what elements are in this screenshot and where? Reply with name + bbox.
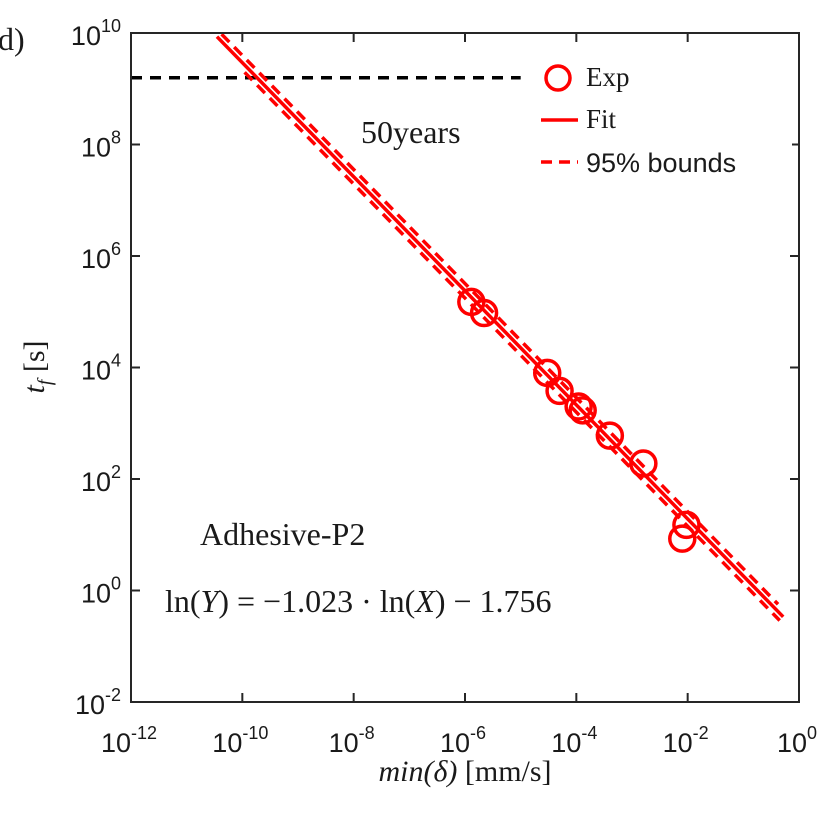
x-tick-exponent: -4 — [581, 723, 597, 743]
equation-part-2: ) = −1.023 · ln( — [218, 583, 415, 619]
legend-background — [536, 52, 792, 190]
exp-data-point — [469, 298, 499, 328]
x-tick-exponent: 0 — [807, 723, 817, 743]
x-tick-base: 10 — [440, 728, 470, 758]
x-tick-label: 10-10 — [212, 723, 268, 758]
y-tick-exponent: 8 — [111, 128, 121, 148]
x-axis-label-unit: [mm/s] — [457, 755, 551, 788]
y-tick-exponent: 4 — [111, 351, 121, 371]
tick-marks — [130, 32, 800, 703]
y-axis-label-main: t — [18, 385, 51, 394]
x-tick-label: 10-6 — [440, 723, 486, 758]
exp-data-point — [672, 510, 701, 540]
y-tick-label: 102 — [81, 462, 121, 497]
x-tick-exponent: -6 — [470, 723, 486, 743]
points-layer — [457, 287, 701, 553]
y-tick-base: 10 — [81, 579, 111, 609]
equation-part-1: ln( — [165, 583, 201, 619]
exp-data-point — [629, 449, 658, 478]
fifty-years-annotation: 50years — [361, 114, 461, 150]
y-axis-label-unit: [s] — [18, 340, 51, 379]
panel-label: d) — [0, 21, 25, 57]
x-tick-base: 10 — [551, 728, 581, 758]
y-tick-label: 1010 — [71, 16, 121, 51]
x-tick-label: 10-4 — [551, 723, 597, 758]
fit-line — [215, 35, 785, 619]
x-axis-label-accent: δ — [433, 755, 448, 788]
y-tick-label: 106 — [81, 239, 121, 274]
y-tick-label: 108 — [81, 128, 121, 163]
legend: Exp Fit 95% bounds — [536, 52, 792, 190]
x-tick-exponent: -12 — [131, 723, 157, 743]
x-tick-base: 10 — [329, 728, 359, 758]
x-tick-exponent: -2 — [693, 723, 709, 743]
x-axis-label-main: min( — [378, 755, 435, 788]
x-tick-labels: 10-12 10-10 10-8 10-6 10-4 10-2 100 — [101, 723, 817, 758]
y-tick-base: 10 — [81, 467, 111, 497]
equation-y: Y — [201, 583, 222, 619]
y-tick-base: 10 — [75, 690, 105, 720]
y-tick-exponent: -2 — [105, 685, 121, 705]
x-tick-base: 10 — [663, 728, 693, 758]
equation-part-3: ) − 1.756 — [435, 583, 552, 619]
y-axis-label-sub: f — [34, 377, 56, 385]
legend-exp-label: Exp — [586, 62, 630, 92]
x-tick-label: 10-2 — [663, 723, 709, 758]
y-tick-base: 10 — [71, 21, 101, 51]
x-tick-base: 10 — [777, 728, 807, 758]
exp-data-point — [564, 392, 593, 421]
y-tick-label: 10-2 — [75, 685, 121, 720]
fit-equation: ln(Y) = −1.023 · ln(X) − 1.756 — [165, 583, 552, 619]
x-tick-label: 10-12 — [101, 723, 157, 758]
y-tick-exponent: 10 — [101, 16, 121, 36]
x-axis-label-close: ) — [445, 755, 457, 788]
y-tick-base: 10 — [81, 356, 111, 386]
x-tick-base: 10 — [101, 728, 131, 758]
y-tick-exponent: 2 — [111, 462, 121, 482]
x-axis-dot-accent: ˙ — [463, 731, 470, 756]
legend-exp-marker — [544, 64, 572, 92]
exp-data-point — [568, 396, 597, 425]
exp-data-point — [595, 421, 625, 450]
x-tick-label: 100 — [777, 723, 817, 758]
y-axis-label: tf [s] — [18, 340, 56, 393]
y-tick-exponent: 6 — [111, 239, 121, 259]
x-tick-label: 10-8 — [329, 723, 375, 758]
exp-data-point — [545, 376, 574, 406]
y-tick-base: 10 — [81, 244, 111, 274]
y-tick-label: 104 — [81, 351, 121, 386]
y-tick-base: 10 — [81, 133, 111, 163]
equation-x: X — [413, 583, 436, 619]
legend-fit-label: Fit — [586, 104, 617, 134]
x-axis-label: min(δ) [mm/s] — [378, 755, 551, 788]
plot-area — [131, 33, 785, 622]
y-tick-exponent: 0 — [111, 574, 121, 594]
material-annotation: Adhesive-P2 — [200, 516, 365, 552]
bound-line-2 — [217, 33, 780, 606]
x-tick-exponent: -8 — [359, 723, 375, 743]
x-tick-exponent: -10 — [242, 723, 268, 743]
y-tick-label: 100 — [81, 574, 121, 609]
exp-data-point — [668, 524, 697, 553]
x-tick-base: 10 — [212, 728, 242, 758]
legend-bounds-label: 95% bounds — [586, 148, 736, 178]
